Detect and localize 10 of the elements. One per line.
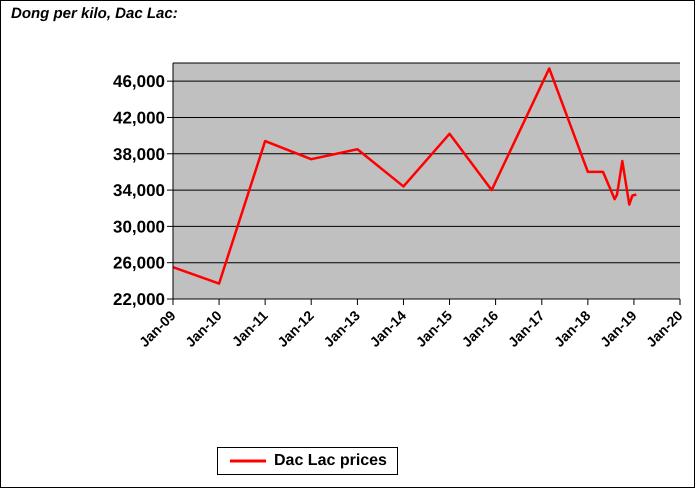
line-series bbox=[173, 67, 638, 285]
y-tick-label: 46,000 bbox=[113, 72, 165, 92]
y-tick-label: 22,000 bbox=[113, 290, 165, 310]
y-tick-label: 34,000 bbox=[113, 181, 165, 200]
y-tick-label: 42,000 bbox=[113, 108, 165, 128]
legend-label: Dac Lac prices bbox=[274, 452, 387, 470]
chart-title: Dong per kilo, Dac Lac: bbox=[11, 5, 178, 22]
y-tick-label: 30,000 bbox=[113, 217, 165, 236]
y-tick-label: 38,000 bbox=[113, 144, 165, 164]
y-tick-label: 26,000 bbox=[113, 254, 165, 273]
